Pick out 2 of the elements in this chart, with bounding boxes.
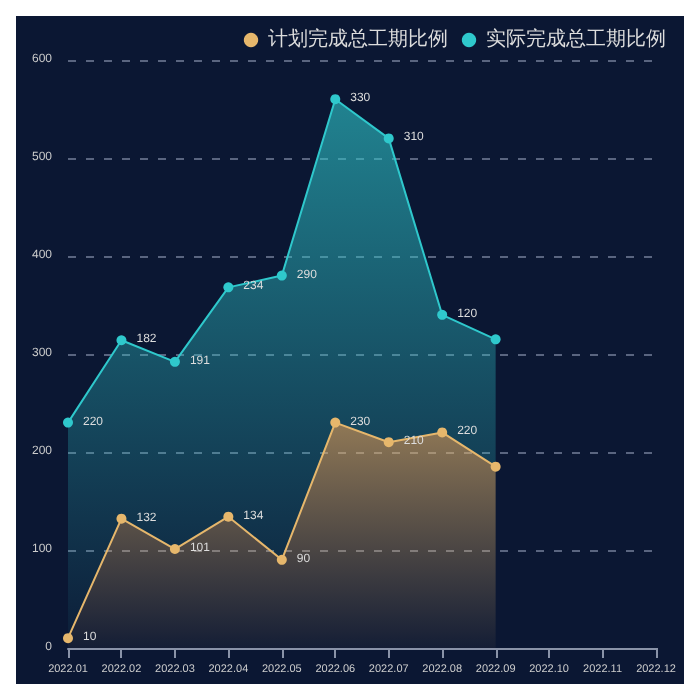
legend-label: 实际完成总工期比例	[486, 27, 666, 51]
legend-label: 计划完成总工期比例	[268, 27, 448, 51]
